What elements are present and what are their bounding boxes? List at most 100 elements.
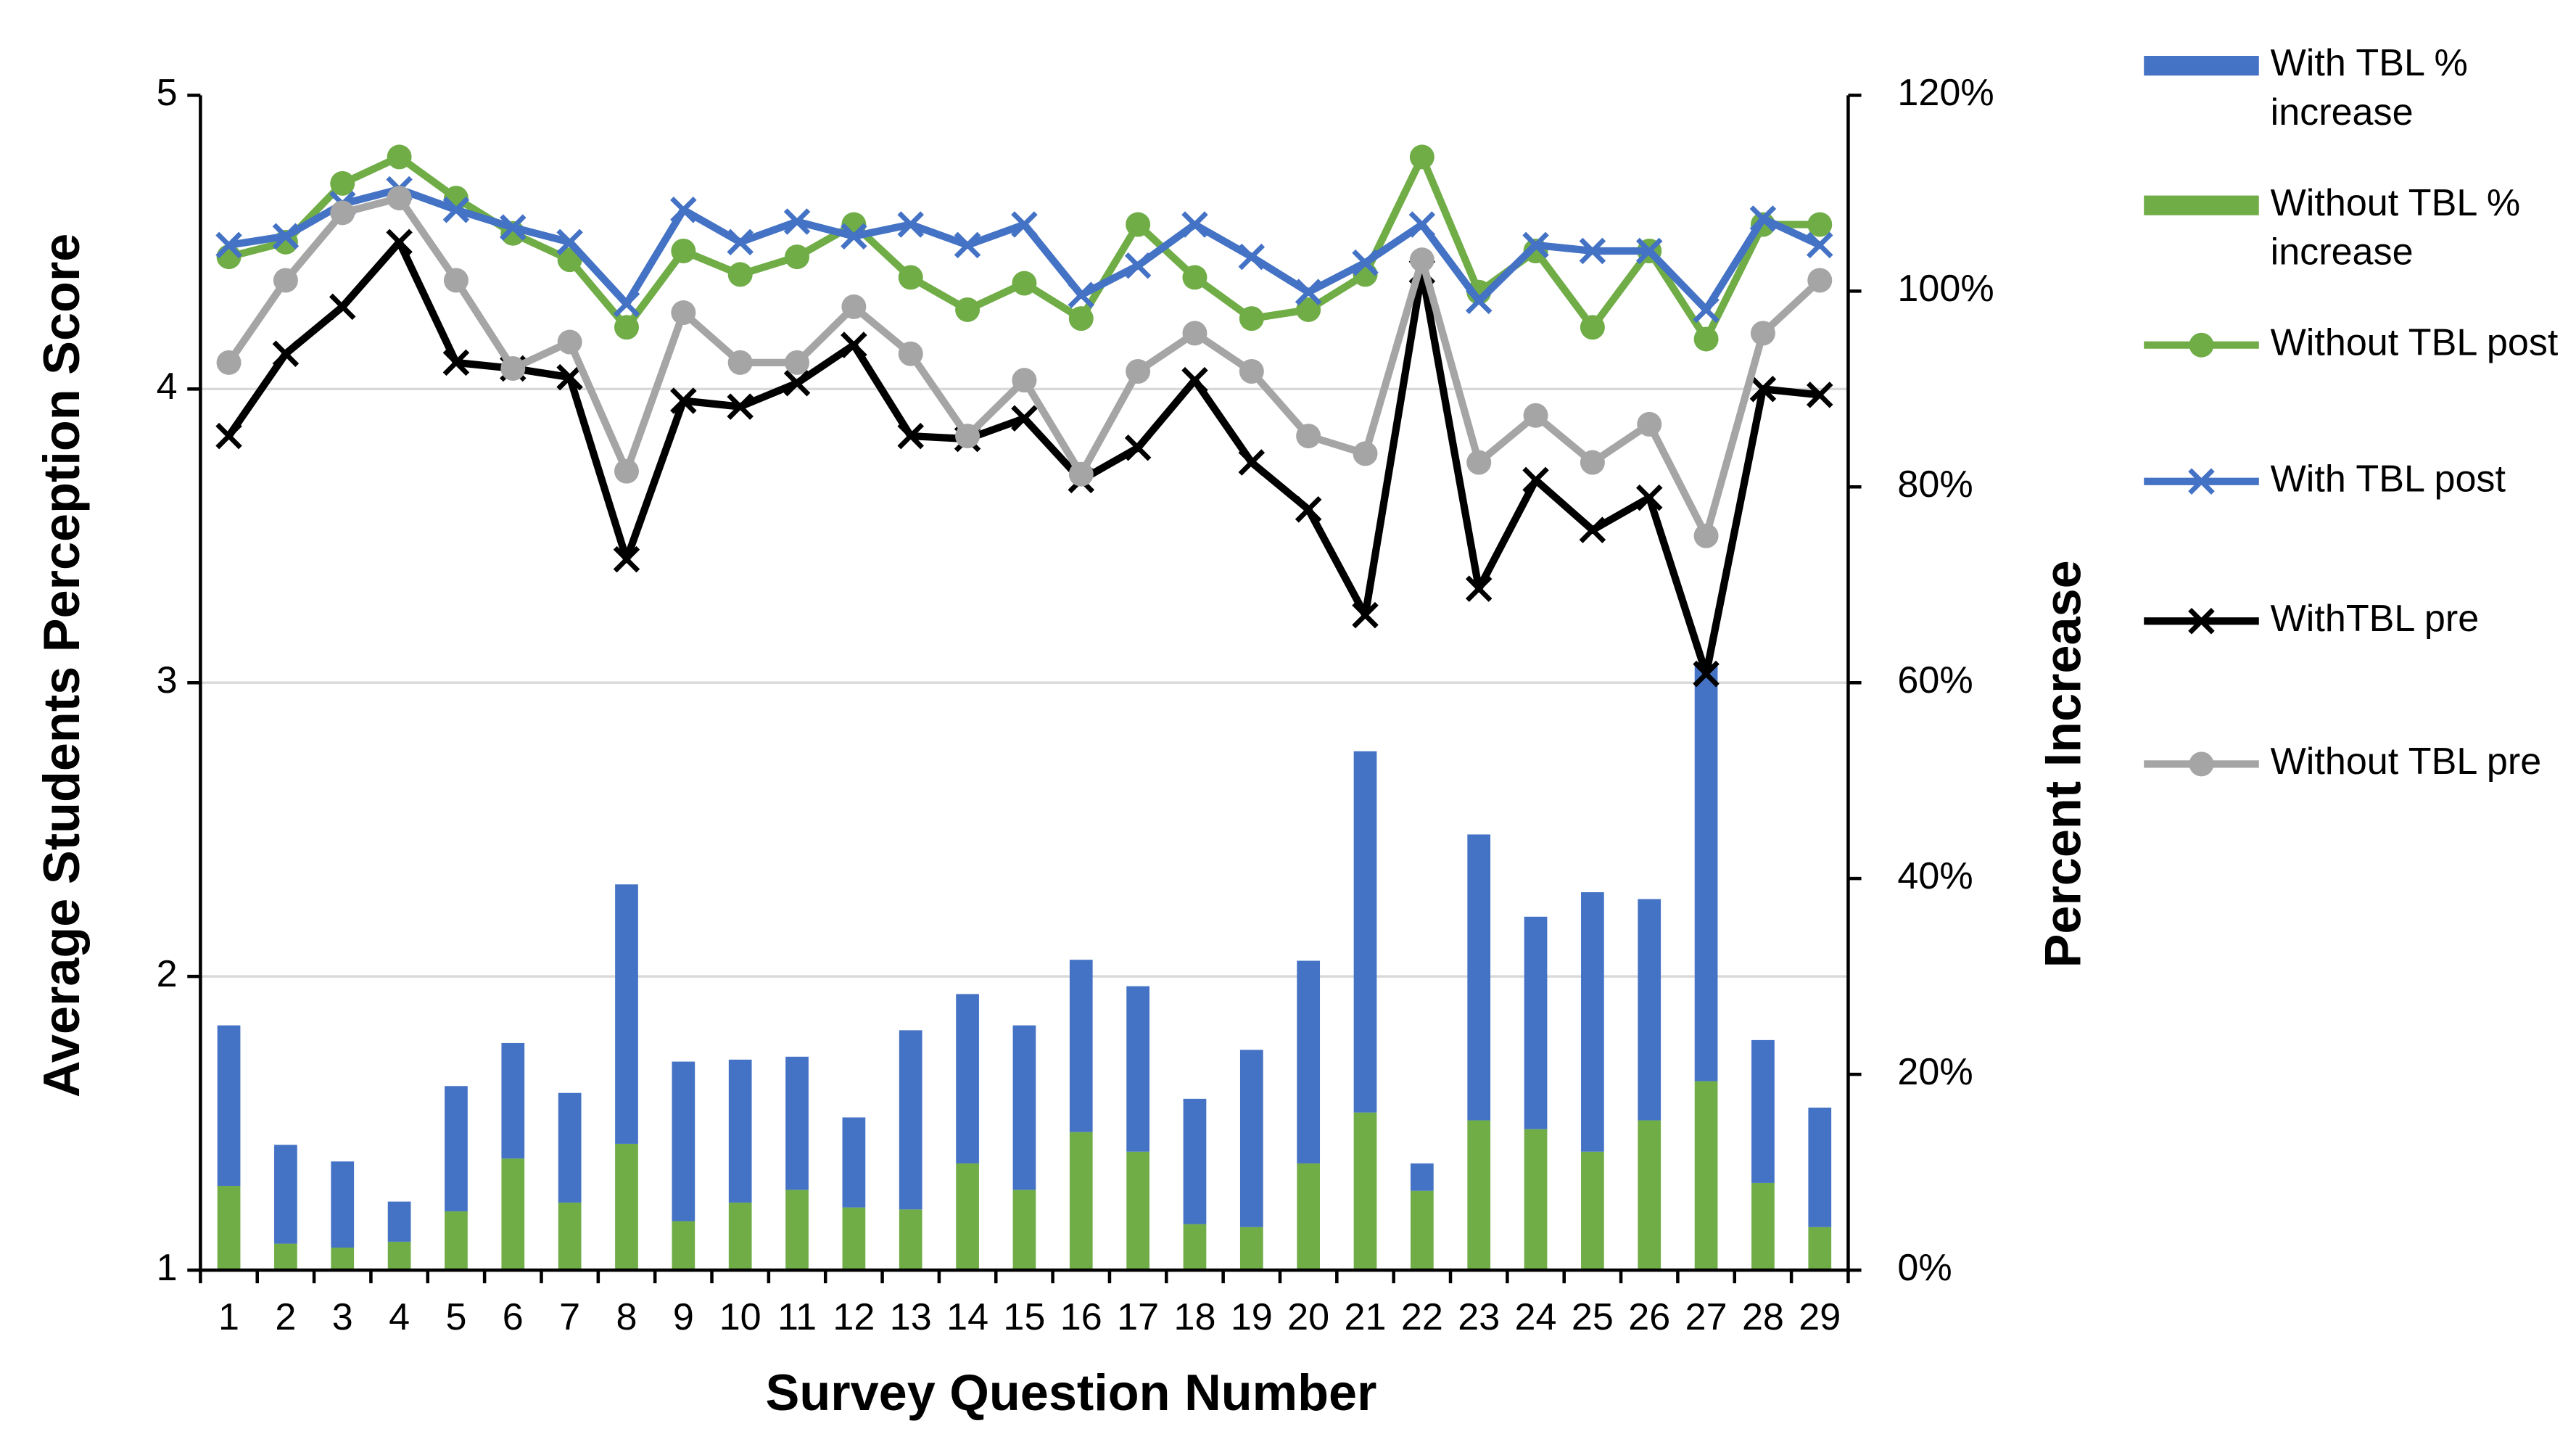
marker bbox=[1409, 247, 1434, 273]
marker bbox=[783, 208, 811, 235]
x-tick-label: 11 bbox=[777, 1296, 817, 1338]
x-tick-label: 2 bbox=[275, 1296, 296, 1338]
marker bbox=[2189, 332, 2214, 358]
marker bbox=[727, 262, 753, 287]
bar bbox=[785, 1056, 809, 1190]
legend-text-box: Without TBL pre bbox=[2271, 739, 2542, 782]
legend-label: With TBL % increase bbox=[2270, 41, 2468, 133]
x-tick-label: 23 bbox=[1458, 1296, 1500, 1338]
y2-tick-label: 120% bbox=[1897, 72, 1994, 114]
x-tick-label: 29 bbox=[1799, 1296, 1841, 1338]
marker bbox=[1296, 297, 1321, 322]
marker bbox=[1068, 461, 1094, 487]
marker bbox=[955, 297, 981, 322]
marker bbox=[1295, 496, 1322, 523]
x-tick-label: 7 bbox=[559, 1296, 580, 1338]
marker bbox=[1352, 601, 1379, 629]
legend-item: Without TBL post bbox=[2144, 320, 2559, 363]
marker bbox=[442, 349, 470, 376]
bar bbox=[445, 1211, 468, 1271]
marker bbox=[1749, 205, 1777, 232]
x-tick-label: 13 bbox=[890, 1296, 932, 1338]
marker bbox=[955, 424, 981, 449]
bar bbox=[1410, 1190, 1434, 1271]
marker bbox=[1296, 424, 1321, 449]
marker bbox=[556, 363, 583, 391]
bar bbox=[274, 1145, 297, 1244]
x-tick-label: 1 bbox=[218, 1296, 239, 1338]
legend-label: Without TBL post bbox=[2270, 320, 2559, 363]
marker bbox=[1807, 212, 1833, 237]
marker bbox=[1181, 366, 1208, 394]
bar bbox=[1126, 1151, 1149, 1271]
line-series bbox=[215, 176, 1833, 324]
x-tick-label: 18 bbox=[1173, 1296, 1215, 1338]
marker bbox=[1182, 321, 1208, 346]
legend-item: With TBL post bbox=[2144, 456, 2506, 500]
marker bbox=[386, 228, 413, 256]
bar bbox=[1808, 1227, 1832, 1271]
marker bbox=[841, 294, 867, 319]
legend-text-box: Without TBL % increase bbox=[2271, 181, 2521, 273]
marker bbox=[671, 300, 696, 326]
bar bbox=[217, 1185, 241, 1271]
marker bbox=[670, 387, 697, 414]
bar bbox=[728, 1202, 752, 1271]
bar bbox=[1751, 1182, 1775, 1271]
legend-text-box: Without TBL post bbox=[2270, 320, 2559, 363]
marker bbox=[1011, 211, 1038, 238]
y2-axis-title: Percent Increase bbox=[2034, 560, 2091, 968]
x-tick-label: 12 bbox=[833, 1296, 875, 1338]
bar bbox=[331, 1248, 355, 1271]
legend-label: With TBL post bbox=[2270, 456, 2506, 500]
bar bbox=[501, 1158, 525, 1271]
bar bbox=[1183, 1224, 1207, 1271]
bar bbox=[1297, 960, 1321, 1163]
y2-tick-label: 40% bbox=[1897, 855, 1973, 897]
marker bbox=[1807, 268, 1833, 293]
bar bbox=[1694, 664, 1718, 1082]
marker bbox=[785, 244, 810, 270]
y2-tick-label: 0% bbox=[1897, 1247, 1952, 1289]
y-tick-label: 5 bbox=[157, 72, 178, 114]
marker bbox=[387, 144, 412, 170]
marker bbox=[2189, 751, 2214, 777]
marker bbox=[1124, 252, 1152, 279]
marker bbox=[1181, 211, 1208, 238]
marker bbox=[443, 268, 468, 293]
bar bbox=[445, 1086, 468, 1212]
marker bbox=[727, 228, 754, 256]
x-tick-label: 6 bbox=[503, 1296, 524, 1338]
marker bbox=[841, 223, 867, 250]
marker bbox=[1693, 660, 1720, 688]
bar bbox=[1297, 1163, 1321, 1271]
marker bbox=[1126, 359, 1151, 384]
marker bbox=[1580, 450, 1605, 475]
marker bbox=[1239, 359, 1264, 384]
marker bbox=[785, 350, 810, 375]
bar bbox=[899, 1030, 922, 1210]
marker bbox=[1466, 450, 1492, 475]
x-tick-label: 24 bbox=[1515, 1296, 1557, 1338]
bar bbox=[1638, 1120, 1661, 1271]
marker bbox=[1522, 231, 1549, 259]
marker bbox=[2188, 468, 2215, 495]
bar bbox=[1012, 1025, 1036, 1190]
bar bbox=[558, 1202, 582, 1271]
bar bbox=[785, 1190, 809, 1271]
legend-item: With TBL % increase bbox=[2144, 41, 2468, 133]
marker bbox=[2188, 608, 2215, 635]
marker bbox=[1012, 368, 1037, 393]
bar bbox=[1069, 960, 1093, 1132]
y-tick-label: 2 bbox=[157, 953, 178, 995]
marker bbox=[614, 458, 639, 484]
legend-item: Without TBL pre bbox=[2144, 739, 2542, 782]
bar bbox=[501, 1042, 525, 1159]
x-tick-label: 16 bbox=[1060, 1296, 1102, 1338]
y-tick-label: 4 bbox=[157, 366, 178, 408]
marker bbox=[897, 422, 924, 450]
y2-tick-label: 80% bbox=[1897, 464, 1973, 506]
marker bbox=[1238, 243, 1266, 271]
marker bbox=[1637, 411, 1662, 437]
y2-tick-label: 60% bbox=[1897, 659, 1973, 701]
